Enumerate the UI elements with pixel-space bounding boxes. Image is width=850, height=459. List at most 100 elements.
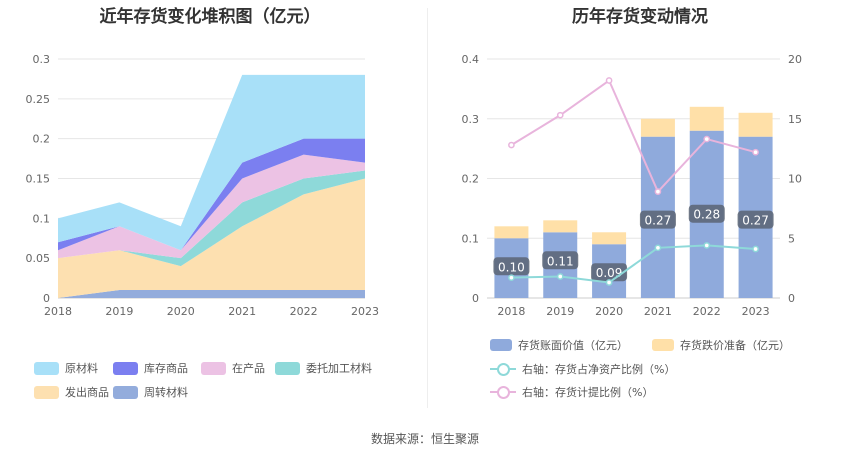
legend-item-net-asset-ratio[interactable]: 右轴：存货占净资产比例（%）	[490, 361, 675, 377]
legend-swatch-book-value	[490, 339, 512, 351]
legend-label-impairment: 存货跌价准备（亿元）	[680, 339, 790, 352]
left-legend-swatch	[34, 385, 59, 399]
line-point	[752, 245, 759, 253]
left-legend-label: 库存商品	[144, 362, 188, 375]
area-周转材料	[58, 290, 365, 298]
bar-data-label: 0.11	[547, 254, 574, 268]
area-委托加工材料	[58, 170, 365, 267]
left-legend-item[interactable]: 原材料	[34, 360, 98, 376]
left-y-tick-label: 0.25	[26, 93, 51, 106]
bar-data-label-bg	[639, 210, 676, 229]
line-point	[508, 141, 515, 149]
right-y-tick-label: 0.4	[462, 53, 480, 66]
area-库存商品	[58, 138, 365, 251]
bar-data-label: 0.27	[742, 214, 769, 228]
line-point	[556, 111, 564, 119]
legend-swatch-provision-ratio	[490, 386, 516, 399]
right-y-tick-label: 0.3	[462, 113, 480, 126]
left-legend-label: 周转材料	[144, 386, 188, 399]
left-chart-title: 近年存货变化堆积图（亿元）	[99, 7, 321, 27]
line-point	[605, 77, 613, 84]
left-legend-item[interactable]: 周转材料	[113, 384, 188, 400]
right-x-tick-label: 2021	[644, 305, 672, 318]
left-legend-label: 原材料	[65, 362, 98, 375]
chart-divider	[427, 8, 428, 408]
left-legend-swatch	[201, 361, 226, 375]
right-y2-tick-label: 0	[788, 292, 795, 305]
bar-data-label: 0.27	[645, 214, 672, 228]
data-source: 数据来源：恒生聚源	[370, 432, 479, 446]
bar-data-label-bg	[737, 210, 774, 229]
bar-segment	[640, 118, 675, 137]
bar-data-label-bg	[542, 251, 579, 270]
area-发出商品	[58, 178, 365, 298]
left-y-tick-label: 0.05	[26, 252, 51, 265]
area-在产品	[58, 154, 365, 259]
line-point	[556, 273, 564, 280]
left-y-tick-label: 0.1	[33, 212, 51, 225]
left-legend-label: 在产品	[232, 362, 265, 375]
line-point	[605, 279, 613, 286]
area-原材料	[58, 74, 365, 251]
left-legend-swatch	[113, 361, 138, 375]
left-legend-swatch	[34, 361, 59, 375]
line-point	[654, 188, 662, 195]
right-x-tick-label: 2022	[693, 305, 721, 318]
left-x-tick-label: 2023	[351, 305, 379, 318]
right-x-tick-label: 2023	[742, 305, 770, 318]
line-右轴：存货计提比例（%）	[510, 78, 756, 194]
left-legend-swatch	[275, 361, 300, 375]
right-y2-tick-label: 5	[788, 232, 795, 245]
left-y-tick-label: 0.3	[33, 53, 51, 66]
left-x-tick-label: 2018	[44, 305, 72, 318]
left-y-tick-label: 0.15	[26, 173, 51, 186]
right-y2-tick-label: 15	[788, 113, 802, 126]
legend-swatch-net-asset-ratio	[490, 363, 516, 376]
right-y2-tick-label: 10	[788, 173, 802, 186]
line-point	[703, 242, 711, 249]
legend-swatch-impairment	[652, 339, 674, 351]
line-point	[508, 274, 515, 282]
left-legend-label: 发出商品	[65, 386, 109, 399]
bar-segment	[738, 112, 773, 137]
bar-data-label: 0.10	[498, 260, 525, 274]
legend-label-net-asset-ratio: 右轴：存货占净资产比例（%）	[522, 363, 676, 376]
right-y-tick-label: 0.1	[462, 232, 480, 245]
left-x-tick-label: 2021	[228, 305, 256, 318]
bar-data-label: 0.09	[596, 266, 623, 280]
left-y-tick-label: 0.2	[33, 133, 51, 146]
right-x-tick-label: 2018	[497, 305, 525, 318]
left-legend-item[interactable]: 在产品	[201, 360, 265, 376]
right-x-tick-label: 2020	[595, 305, 623, 318]
legend-item-provision-ratio[interactable]: 右轴：存货计提比例（%）	[490, 384, 653, 400]
legend-item-book-value[interactable]: 存货账面价值（亿元）	[490, 337, 628, 353]
right-y2-tick-label: 20	[788, 53, 802, 66]
left-legend-item[interactable]: 发出商品	[34, 384, 109, 400]
bar-data-label-bg	[493, 257, 530, 276]
bar-segment	[689, 106, 724, 131]
left-y-tick-label: 0	[43, 292, 50, 305]
legend-label-provision-ratio: 右轴：存货计提比例（%）	[522, 386, 654, 399]
right-y-tick-label: 0.2	[462, 173, 480, 186]
bar-data-label: 0.28	[693, 208, 720, 222]
bar-segment	[592, 232, 627, 245]
bar-segment	[494, 226, 529, 239]
line-point	[703, 135, 711, 143]
left-x-tick-label: 2020	[167, 305, 195, 318]
bar-data-label-bg	[688, 204, 725, 223]
left-legend-item[interactable]: 委托加工材料	[275, 360, 372, 376]
legend-item-impairment[interactable]: 存货跌价准备（亿元）	[652, 337, 790, 353]
right-x-tick-label: 2019	[546, 305, 574, 318]
left-legend-item[interactable]: 库存商品	[113, 360, 188, 376]
line-右轴：存货占净资产比例（%）	[511, 244, 756, 284]
left-x-tick-label: 2022	[290, 305, 318, 318]
line-point	[654, 244, 662, 252]
line-point	[752, 148, 759, 156]
left-legend-swatch	[113, 385, 138, 399]
bar-segment	[543, 220, 578, 233]
legend-label-book-value: 存货账面价值（亿元）	[518, 339, 628, 352]
left-legend-label: 委托加工材料	[306, 362, 372, 375]
left-x-tick-label: 2019	[105, 305, 133, 318]
right-y-tick-label: 0	[472, 292, 479, 305]
